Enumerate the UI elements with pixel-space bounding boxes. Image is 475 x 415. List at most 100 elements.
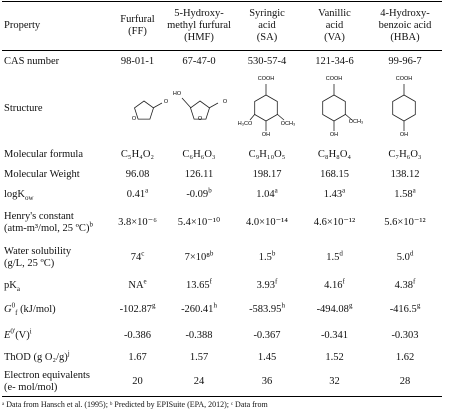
value-cell: 1.62: [368, 348, 442, 368]
table-row: ThOD (g O₂/g)j 1.67 1.57 1.45 1.52 1.62: [2, 348, 442, 368]
label-text: Molecular Weight: [4, 168, 80, 180]
value-cell: C₇H₆O₃: [368, 145, 442, 165]
value-cell: 3.8×10⁻⁶: [110, 205, 165, 242]
value-cell: 1.5d: [301, 242, 368, 275]
value-text: 1.67: [128, 351, 147, 363]
structure: COOH OCH₃ OH: [321, 76, 363, 138]
value-text: 74: [130, 252, 142, 263]
value-text: C₆H₆O₃: [182, 148, 216, 160]
property-label: Henry's constant (atm-m³/mol, 25 ºC)b: [2, 205, 110, 242]
property-label: logKow: [2, 185, 110, 205]
value-cell: 1.45: [233, 348, 301, 368]
structure: OO: [132, 99, 169, 122]
structure: COOH OH: [392, 76, 416, 138]
ring: [190, 100, 210, 119]
value-note: a: [412, 186, 416, 194]
value-cell: 0.41a: [110, 185, 165, 205]
label-text: E: [4, 329, 11, 341]
bond: [181, 97, 192, 108]
value-text: 1.45: [257, 351, 277, 363]
label-text: 0': [10, 327, 16, 335]
value-cell: 3.93f: [233, 275, 301, 297]
label-text: Structure: [4, 102, 43, 114]
value-cell: 13.65f: [165, 275, 233, 297]
property-label: Electron equivalents (e- mol/mol): [2, 368, 110, 397]
value-text: 530-57-4: [247, 55, 287, 67]
value-text: 28: [399, 375, 411, 387]
value-cell: 98-01-1: [110, 51, 165, 73]
value-text: 36: [261, 375, 273, 387]
structure-label: O: [164, 99, 169, 105]
value-cell: -0.303: [368, 324, 442, 348]
value-text: 138.12: [390, 168, 420, 180]
structure-label: OH: [329, 132, 337, 138]
value-note: f: [275, 277, 278, 285]
structure-label: HO: [173, 91, 182, 97]
label-text: logK: [4, 188, 25, 200]
value-text: 5.6×10⁻¹²: [384, 217, 426, 228]
value-text: 1.57: [189, 351, 209, 363]
value-note: d: [339, 249, 343, 258]
ring: [392, 94, 416, 121]
value-text: -0.367: [253, 329, 281, 341]
value-text: 5.4×10⁻¹⁰: [177, 217, 221, 228]
value-text: 121-34-6: [315, 55, 354, 67]
bond: [249, 113, 256, 120]
label-text: f: [15, 309, 18, 318]
label-text: b: [89, 220, 93, 229]
value-note: b: [271, 249, 276, 258]
value-text: 1.58: [394, 188, 413, 200]
table-row: logKow 0.41a -0.09b 1.04a 1.43a 1.58a: [2, 185, 442, 205]
value-cell: 99-96-7: [368, 51, 442, 73]
property-label: pKa: [2, 275, 110, 297]
value-text: 13.65: [186, 279, 210, 291]
label-text: i: [29, 327, 32, 335]
label-text: (V): [15, 329, 30, 341]
table-row: Water solubility (g/L, 25 ºC) 74c 7×10⁸b 1.…: [2, 242, 442, 275]
value-text: C₉H₁₀O₅: [248, 148, 286, 160]
value-text: -583.95: [249, 304, 282, 315]
value-text: 67-47-0: [182, 55, 216, 67]
structure-cell: HO O O: [165, 73, 233, 145]
label-text: pK: [4, 279, 17, 291]
structure-label: COOH: [396, 76, 413, 82]
value-cell: -0.367: [233, 324, 301, 348]
value-cell: 7×10⁸b: [165, 242, 233, 275]
structure-label: O: [223, 99, 228, 105]
label-text: 0: [11, 301, 16, 310]
value-text: 20: [132, 375, 143, 387]
value-text: -0.341: [320, 329, 349, 341]
value-text: 99-96-7: [388, 55, 422, 67]
value-text: 4.6×10⁻¹²: [313, 217, 356, 228]
value-note: d: [409, 249, 414, 258]
value-text: -0.09: [186, 188, 209, 200]
value-cell: 126.11: [165, 165, 233, 185]
value-cell: C₈H₈O₄: [301, 145, 368, 165]
value-text: C₈H₈O₄: [317, 148, 352, 160]
value-text: 1.52: [325, 351, 344, 363]
value-cell: 5.4×10⁻¹⁰: [165, 205, 233, 242]
value-text: C₅H₄O₂: [120, 148, 155, 160]
table-row: E0'(V)i -0.386 -0.388 -0.367 -0.341 -0.303: [2, 324, 442, 348]
value-cell: 4.6×10⁻¹²: [301, 205, 368, 242]
label-text: Henry's constant (atm-m³/mol, 25 ºC): [4, 211, 90, 234]
value-cell: 5.0d: [368, 242, 442, 275]
table-row: pKa NAe 13.65f 3.93f 4.16f 4.38f: [2, 275, 442, 297]
value-note: h: [281, 301, 285, 310]
property-label: ThOD (g O₂/g)j: [2, 348, 110, 368]
value-text: -0.388: [185, 329, 213, 341]
value-text: 32: [329, 375, 340, 387]
label-text: G: [4, 304, 12, 315]
value-cell: 138.12: [368, 165, 442, 185]
value-text: -416.5: [389, 304, 417, 315]
value-cell: 121-34-6: [301, 51, 368, 73]
value-note: b: [208, 186, 212, 194]
value-text: 7×10⁸: [184, 252, 210, 263]
bond: [152, 102, 163, 108]
label-text: CAS number: [4, 55, 60, 67]
header-cell: Vanillic acid (VA): [301, 1, 368, 51]
value-cell: -583.95h: [233, 297, 301, 324]
value-note: g: [348, 301, 353, 310]
value-note: a: [274, 186, 278, 194]
bond: [208, 102, 219, 108]
